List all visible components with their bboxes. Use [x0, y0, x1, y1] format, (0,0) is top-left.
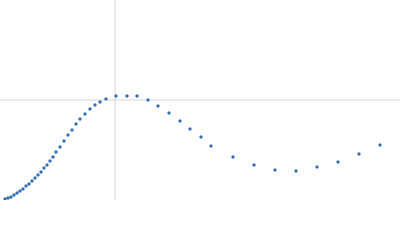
point	[66, 133, 70, 137]
point	[188, 127, 192, 131]
point	[294, 169, 298, 173]
point	[209, 144, 213, 148]
point	[315, 165, 319, 169]
point	[273, 168, 277, 172]
point	[45, 163, 49, 167]
point	[24, 184, 28, 188]
point	[70, 128, 74, 132]
point	[98, 100, 102, 104]
point	[27, 182, 31, 186]
point	[125, 94, 129, 98]
point	[58, 145, 62, 149]
point	[93, 103, 97, 107]
point	[30, 179, 34, 183]
point	[88, 107, 92, 111]
point	[6, 196, 10, 200]
point	[146, 98, 150, 102]
point	[336, 160, 340, 164]
point	[42, 166, 46, 170]
point	[378, 143, 382, 147]
point	[167, 111, 171, 115]
point	[83, 112, 87, 116]
point	[15, 191, 19, 195]
point	[39, 170, 43, 174]
point	[252, 163, 256, 167]
point	[3, 197, 7, 200]
point	[74, 122, 78, 126]
point	[51, 155, 55, 159]
point	[62, 139, 66, 143]
point	[199, 135, 203, 139]
chart	[0, 0, 400, 200]
point	[156, 104, 160, 108]
point	[9, 195, 13, 199]
point	[231, 155, 235, 159]
point	[18, 189, 22, 193]
point	[135, 94, 139, 98]
point	[54, 150, 58, 154]
point	[48, 159, 52, 163]
point	[12, 193, 16, 197]
point	[36, 173, 40, 177]
point	[357, 152, 361, 156]
point	[33, 176, 37, 180]
point	[104, 97, 108, 101]
point	[21, 187, 25, 191]
point	[114, 94, 118, 98]
point	[178, 119, 182, 123]
point	[78, 117, 82, 121]
